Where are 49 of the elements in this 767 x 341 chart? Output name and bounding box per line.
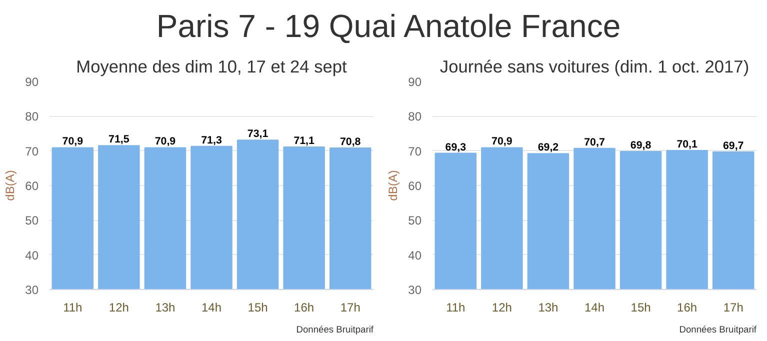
chart-title: Paris 7 - 19 Quai Anatole France	[156, 7, 621, 46]
data-label: 73,1	[247, 128, 268, 140]
y-tick-label: 70	[25, 144, 39, 158]
x-tick-label: 15h	[248, 300, 268, 314]
x-tick-label: 14h	[201, 300, 222, 314]
x-tick-label: 14h	[584, 300, 605, 314]
x-tick-label: 15h	[630, 300, 651, 314]
y-tick-label: 40	[408, 248, 422, 262]
data-label: 70,7	[584, 136, 605, 148]
text: Données Bruitparif	[679, 324, 757, 334]
y-axis-title: dB(A)	[3, 170, 18, 201]
chart-subtitle: Journée sans voitures (dim. 1 oct. 2017)	[440, 56, 750, 76]
y-tick-label: 70	[408, 144, 422, 158]
x-tick-label: 12h	[108, 300, 129, 314]
y-tick-label: 80	[408, 110, 422, 124]
data-label: 69,2	[538, 142, 559, 154]
y-tick-label: 50	[408, 214, 422, 228]
data-label: 70,9	[62, 136, 84, 148]
data-label: 71,1	[294, 135, 315, 148]
x-tick-label: 13h	[155, 300, 176, 314]
y-axis-title: dB(A)	[386, 170, 400, 201]
y-tick-label: 60	[25, 179, 39, 193]
y-tick-label: 30	[25, 283, 39, 297]
data-label: 71,3	[201, 134, 222, 146]
x-tick-label: 11h	[63, 300, 82, 314]
y-tick-label: 90	[25, 75, 39, 89]
data-label: 71,5	[108, 134, 130, 146]
x-tick-label: 12h	[492, 300, 512, 314]
data-label: 70,9	[154, 136, 176, 148]
y-tick-label: 80	[25, 110, 39, 124]
x-tick-label: 16h	[677, 300, 698, 314]
y-tick-label: 60	[408, 179, 422, 193]
x-tick-label: 16h	[294, 300, 314, 314]
text: Données Bruitparif	[296, 324, 374, 334]
data-label: 70,1	[676, 138, 698, 150]
y-tick-label: 40	[25, 248, 39, 262]
chart-subtitle: Moyenne des dim 10, 17 et 24 sept	[76, 56, 348, 76]
x-tick-label: 17h	[340, 300, 360, 314]
x-tick-label: 13h	[538, 300, 558, 314]
data-label: 70,9	[492, 136, 512, 148]
x-tick-label: 17h	[723, 300, 744, 314]
y-tick-label: 90	[408, 75, 422, 89]
data-label: 70,8	[340, 136, 361, 148]
y-tick-label: 30	[408, 283, 422, 297]
y-tick-label: 50	[25, 214, 39, 228]
data-label: 69,3	[445, 141, 466, 154]
x-tick-label: 11h	[446, 300, 466, 314]
data-label: 69,7	[722, 140, 744, 152]
data-label: 69,8	[630, 140, 652, 152]
